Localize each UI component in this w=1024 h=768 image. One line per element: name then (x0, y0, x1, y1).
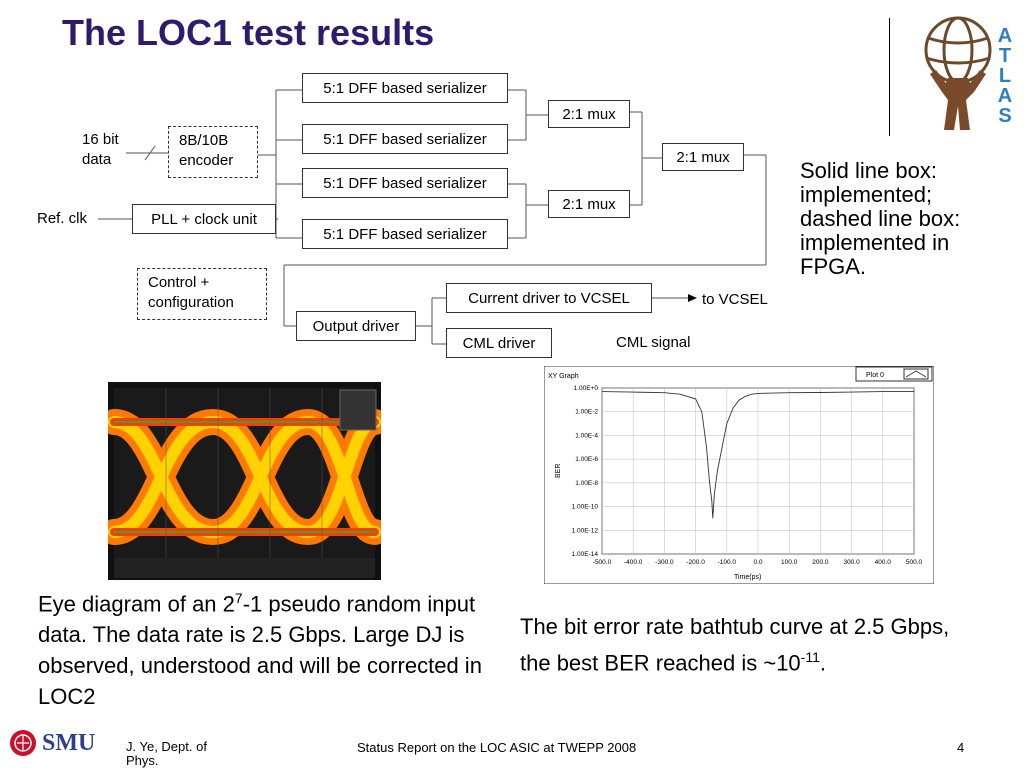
y-tick-label: 1.00E-12 (572, 527, 599, 534)
cml-signal-label: CML signal (616, 334, 691, 351)
atlas-figure-icon (924, 16, 992, 130)
ref-clk-label: Ref. clk (37, 210, 88, 227)
ber-chart: XY Graph Plot 0 BER Time(ps) -500.0 -400.… (544, 366, 934, 584)
ber-series-line (601, 391, 914, 519)
y-axis-label: BER (555, 464, 562, 478)
eye-diagram-image (108, 382, 381, 580)
x-tick-label: 0.0 (753, 559, 762, 566)
x-tick-label: 100.0 (781, 559, 798, 566)
ber-caption-part2: . (819, 650, 826, 676)
ber-caption: The bit error rate bathtub curve at 2.5 … (520, 611, 960, 678)
legend-note: Solid line box: implemented; dashed line… (800, 158, 961, 279)
control-box: Control + configuration (137, 268, 267, 320)
eye-caption-sup: 7 (234, 590, 243, 606)
mux-a: 2:1 mux (548, 100, 630, 128)
y-tick-label: 1.00E-14 (572, 551, 599, 558)
atlas-letter: T (998, 45, 1012, 67)
atlas-letters: A T L A S (994, 26, 1016, 126)
to-vcsel-label: to VCSEL (702, 291, 768, 308)
x-tick-label: -500.0 (593, 559, 612, 566)
footer-author: J. Ye, Dept. of Phys. (126, 739, 207, 768)
encoder-box: 8B/10B encoder (168, 126, 258, 178)
legend-line-icon (905, 370, 927, 378)
eye-diagram-graphic (108, 382, 381, 580)
page-number: 4 (957, 740, 965, 755)
y-tick-label: 1.00E-8 (575, 480, 598, 487)
y-tick-label: 1.00E-4 (575, 432, 598, 439)
chart-title: XY Graph (548, 373, 579, 380)
ber-chart-svg: XY Graph Plot 0 BER Time(ps) -500.0 -400.… (544, 366, 934, 584)
y-tick-label: 1.00E-2 (575, 409, 598, 416)
smu-logo-text: SMU (42, 730, 96, 756)
footer-title: Status Report on the LOC ASIC at TWEPP 2… (357, 740, 637, 755)
mux-final: 2:1 mux (662, 143, 744, 171)
serializer-3: 5:1 DFF based serializer (302, 168, 508, 198)
x-tick-label: -200.0 (686, 559, 705, 566)
serializer-2: 5:1 DFF based serializer (302, 124, 508, 154)
x-axis-label: Time(ps) (734, 574, 761, 581)
eye-caption-part1: Eye diagram of an 2 (38, 591, 235, 617)
current-driver-box: Current driver to VCSEL (446, 283, 652, 313)
x-tick-label: 300.0 (843, 559, 860, 566)
smu-logo: SMU (8, 728, 104, 760)
mux-b: 2:1 mux (548, 190, 630, 218)
smu-seal-icon (10, 730, 36, 756)
x-tick-label: -400.0 (624, 559, 643, 566)
x-tick-label: 400.0 (875, 559, 892, 566)
eye-caption: Eye diagram of an 27-1 pseudo random inp… (38, 583, 498, 712)
output-driver-box: Output driver (296, 311, 416, 341)
pll-box: PLL + clock unit (132, 204, 276, 234)
atlas-letter: S (998, 105, 1012, 127)
input-data-label: 16 bit data (82, 131, 119, 168)
y-tick-label: 1.00E-10 (572, 504, 599, 511)
cml-driver-box: CML driver (446, 328, 552, 358)
ber-caption-part1: The bit error rate bathtub curve at 2.5 … (520, 614, 950, 676)
legend-swatch (903, 368, 929, 380)
divider-line (889, 18, 890, 136)
y-tick-label: 1.00E-6 (575, 456, 598, 463)
x-tick-label: -300.0 (655, 559, 674, 566)
x-tick-label: -100.0 (718, 559, 737, 566)
slide-title: The LOC1 test results (62, 12, 435, 53)
ber-caption-sup: -11 (800, 649, 820, 665)
atlas-letter: L (998, 65, 1012, 87)
legend-label: Plot 0 (866, 372, 884, 379)
serializer-4: 5:1 DFF based serializer (302, 219, 508, 249)
x-tick-label: 200.0 (812, 559, 829, 566)
eye-caption-part2: -1 pseudo random input data. The data ra… (38, 591, 482, 710)
y-tick-label: 1.00E+0 (574, 385, 599, 392)
serializer-1: 5:1 DFF based serializer (302, 73, 508, 103)
x-tick-label: 500.0 (906, 559, 923, 566)
atlas-logo: A T L A S (918, 8, 1018, 132)
atlas-letter: A (997, 85, 1013, 107)
atlas-letter: A (997, 25, 1013, 47)
